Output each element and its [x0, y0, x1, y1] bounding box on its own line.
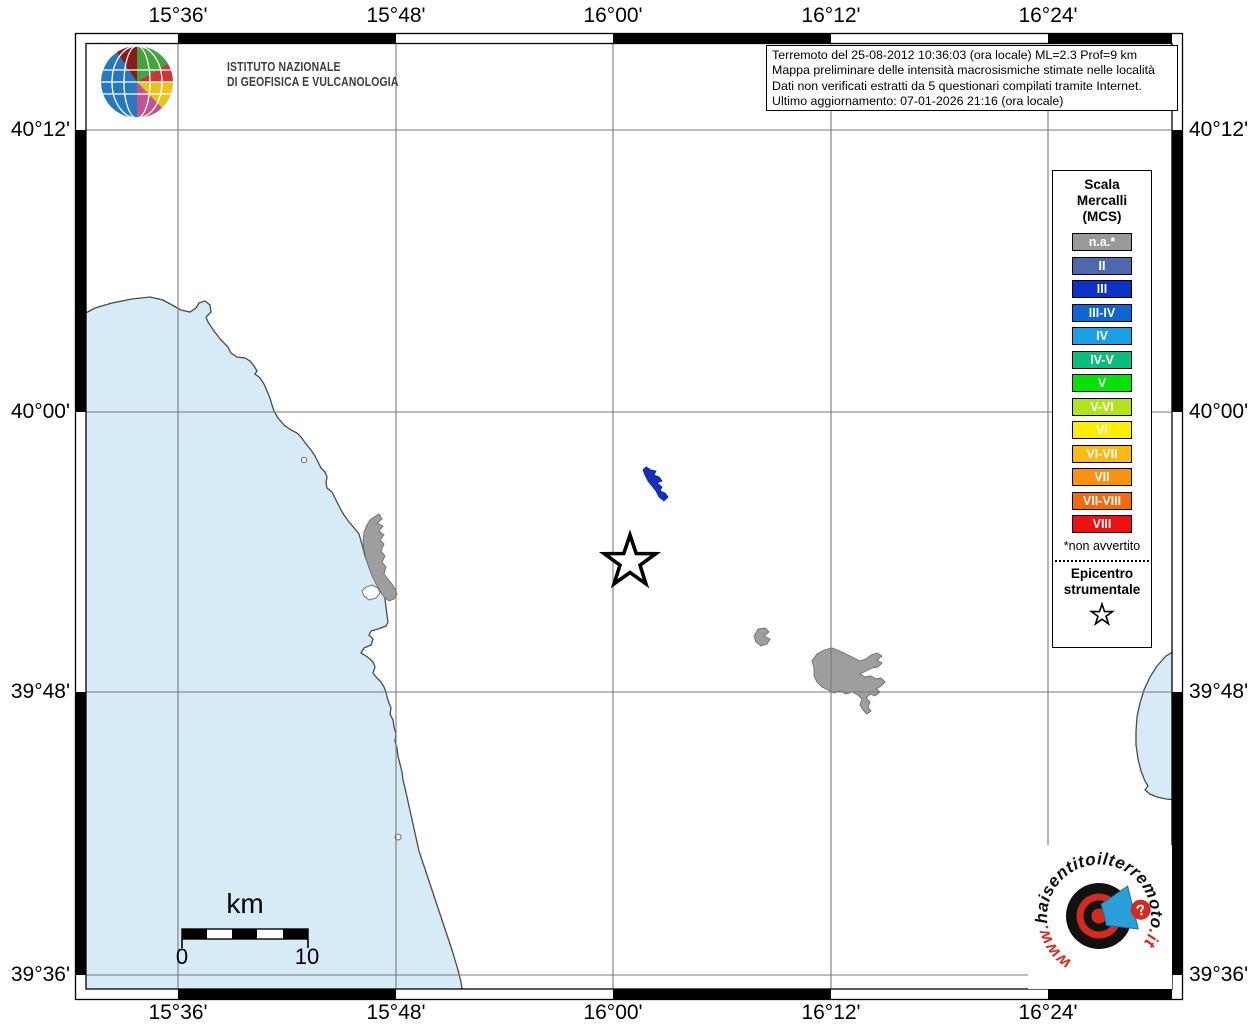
locality-na-small — [753, 627, 771, 647]
axis-label-left-3948: 39°48' — [10, 680, 70, 703]
haisentito-watermark-logo: www.haisentitoilterremoto.it ? — [1028, 845, 1172, 989]
legend-chip-iv: IV — [1072, 327, 1132, 345]
event-info-line2: Mappa preliminare delle intensità macros… — [772, 63, 1155, 78]
graticule — [86, 43, 1172, 989]
locality-intensity-iii — [642, 466, 669, 502]
event-info-line3: Dati non verificati estratti da 5 questi… — [772, 78, 1142, 93]
axis-label-bottom-1600: 16°00' — [583, 1001, 643, 1024]
axis-label-top-1600: 16°00' — [583, 4, 643, 27]
legend-epicentro-line2: strumentale — [1063, 581, 1141, 597]
legend-chip-v-vi: V-VI — [1072, 397, 1132, 416]
legend-title-line2: Mercalli — [1076, 193, 1128, 208]
scalebar-start-label: 0 — [175, 944, 189, 969]
axis-label-left-4000: 40°00' — [10, 400, 70, 423]
legend-chip-vi-vii: VI-VII — [1072, 444, 1132, 463]
watermark-question-mark: ? — [1134, 901, 1147, 920]
legend-chip-ii: II — [1072, 256, 1132, 275]
axis-label-top-1612: 16°12' — [801, 4, 861, 27]
scalebar-unit-label: km — [226, 888, 264, 919]
ingv-line2: DI GEOFISICA E VULCANOLOGIA — [227, 74, 399, 89]
axis-label-bottom-1624: 16°24' — [1018, 1001, 1078, 1024]
event-info-line4: Ultimo aggiornamento: 07-01-2026 21:16 (… — [772, 94, 1064, 109]
legend-chip-v: V — [1072, 374, 1132, 392]
legend-chip-vii: VII — [1072, 468, 1132, 486]
epicenter-star — [598, 529, 662, 589]
axis-label-right-4012: 40°12' — [1189, 118, 1249, 141]
event-info-box: Terremoto del 25-08-2012 10:36:03 (ora l… — [766, 45, 1178, 111]
axis-label-bottom-1612: 16°12' — [801, 1001, 861, 1024]
ingv-wordmark: ISTITUTO NAZIONALE DI GEOFISICA E VULCAN… — [227, 59, 399, 89]
axis-label-top-1536: 15°36' — [148, 4, 208, 27]
ingv-line1: ISTITUTO NAZIONALE — [227, 59, 341, 74]
map-frame — [74, 32, 1184, 1001]
legend-chip-iii: III — [1072, 280, 1132, 298]
axis-label-top-1624: 16°24' — [1018, 4, 1078, 27]
legend-chip-viii: VIII — [1072, 515, 1132, 533]
legend-epicenter-star-icon — [1089, 600, 1115, 626]
legend-footnote: *non avvertito — [1063, 538, 1141, 553]
coastline-east — [1135, 648, 1179, 801]
axis-label-right-3948: 39°48' — [1189, 680, 1249, 703]
axis-label-left-4012: 40°12' — [10, 118, 70, 141]
axis-label-right-3936: 39°36' — [1189, 963, 1249, 986]
axis-label-top-1548: 15°48' — [366, 4, 426, 27]
axis-label-bottom-1548: 15°48' — [366, 1001, 426, 1024]
event-info-line1: Terremoto del 25-08-2012 10:36:03 (ora l… — [772, 48, 1138, 62]
legend-epicentro-line1: Epicentro — [1070, 565, 1134, 581]
watermark-speaker-icon: ? — [1066, 883, 1151, 949]
sea-east — [1136, 649, 1178, 800]
legend-chip-na: n.a.* — [1072, 233, 1132, 251]
scalebar-end-label: 10 — [294, 944, 320, 969]
axis-label-bottom-1536: 15°36' — [148, 1001, 208, 1024]
legend-chip-vii-viii: VII-VIII — [1072, 491, 1132, 510]
ingv-globe-logo — [101, 46, 173, 118]
scale-bar — [181, 928, 309, 948]
locality-na-large — [811, 647, 886, 715]
axis-label-right-4000: 40°00' — [1189, 400, 1249, 423]
legend-title-line3: (MCS) — [1082, 209, 1122, 224]
legend-chip-iii-iv: III-IV — [1072, 303, 1132, 322]
legend-divider — [1055, 559, 1149, 562]
legend-title-line1: Scala — [1084, 177, 1120, 192]
legend-chip-iv-v: IV-V — [1072, 350, 1132, 369]
islet-north — [300, 456, 308, 464]
legend-chip-vi: VI — [1072, 421, 1132, 439]
locality-na-coastal-town — [362, 513, 398, 602]
sea-west — [80, 297, 463, 995]
mercalli-legend: Scala Mercalli (MCS) n.a.* II III III-IV… — [1052, 170, 1152, 648]
axis-label-left-3936: 39°36' — [10, 963, 70, 986]
